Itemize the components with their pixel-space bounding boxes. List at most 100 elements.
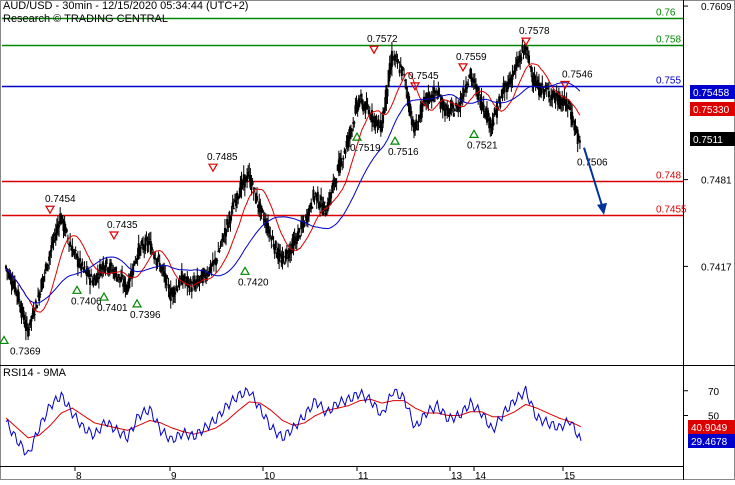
candle-body — [513, 65, 516, 73]
candle-body — [452, 113, 455, 117]
candle-body — [541, 83, 544, 85]
candle-body — [315, 194, 318, 201]
candle-body — [406, 94, 409, 97]
candle-body — [568, 107, 571, 111]
candle-body — [555, 93, 558, 97]
candle-body — [389, 63, 392, 70]
candle-body — [204, 274, 207, 278]
candle-body — [290, 247, 293, 254]
candle-body — [525, 46, 528, 51]
candle-body — [342, 157, 345, 160]
level-label: 0.748 — [656, 171, 681, 182]
candle-body — [136, 254, 139, 260]
time-tick-label: 11 — [358, 471, 369, 480]
candle-body — [48, 256, 51, 261]
candle-body — [251, 181, 254, 185]
candle-body — [222, 241, 225, 243]
candle-body — [112, 269, 115, 271]
candle-body — [12, 281, 15, 287]
candle-body — [143, 247, 146, 250]
candle-body — [278, 249, 281, 262]
candle-body — [191, 282, 194, 284]
candle-body — [9, 275, 12, 280]
candle-body — [93, 277, 96, 280]
candle-body — [563, 95, 566, 104]
candle-body — [421, 103, 424, 105]
candle-body — [253, 187, 256, 189]
candle-body — [417, 121, 420, 123]
candle-body — [394, 55, 397, 61]
candle-body — [137, 243, 140, 254]
candle-body — [388, 63, 391, 79]
candle-body — [532, 79, 535, 85]
candle-body — [220, 239, 223, 241]
forecast-arrow-line — [583, 147, 604, 210]
candle-body — [29, 319, 32, 325]
candle-body — [188, 285, 191, 293]
candle-body — [398, 69, 401, 74]
candle-body — [233, 200, 236, 202]
candle-body — [144, 237, 147, 252]
candle-body — [319, 203, 322, 208]
price-tick-label: 0.7609 — [701, 2, 732, 13]
candle-body — [125, 285, 128, 291]
up-triangle-marker — [131, 298, 143, 308]
candle-body — [510, 77, 513, 84]
candle-body — [238, 194, 241, 199]
candle-body — [572, 118, 575, 120]
candle-body — [543, 90, 546, 95]
candle-body — [539, 84, 542, 97]
candle-body — [408, 101, 411, 116]
slow-ma-line — [5, 82, 581, 304]
candle-body — [259, 203, 262, 213]
annotation-label: 0.7485 — [207, 152, 238, 163]
candle-body — [207, 274, 210, 276]
candle-body — [529, 66, 532, 68]
candle-body — [242, 174, 245, 186]
candle-body — [404, 79, 407, 82]
level-label: 0.7455 — [656, 205, 687, 216]
candle-body — [69, 241, 72, 247]
candle-body — [129, 271, 132, 279]
candle-body — [552, 91, 555, 95]
candle-body — [337, 159, 340, 173]
down-triangle-marker — [409, 82, 421, 92]
candle-body — [322, 202, 325, 215]
candle-body — [44, 264, 47, 271]
candle-body — [283, 263, 286, 265]
candle-body — [39, 293, 42, 296]
candle-body — [479, 96, 482, 108]
candle-body — [97, 277, 100, 280]
candle-body — [249, 174, 252, 188]
candle-body — [303, 222, 306, 227]
candle-body — [379, 120, 382, 132]
price-tick-label: 0.7481 — [701, 176, 732, 187]
candle-body — [123, 279, 126, 285]
candle-body — [50, 245, 53, 252]
candle-body — [531, 75, 534, 83]
candle-body — [187, 277, 190, 281]
candle-body — [186, 277, 189, 287]
candle-body — [179, 277, 182, 279]
candle-body — [376, 121, 379, 127]
candle-body — [35, 305, 38, 309]
candle-body — [334, 179, 337, 184]
candle-body — [463, 91, 466, 93]
candle-body — [364, 102, 367, 114]
candle-body — [374, 116, 377, 128]
slow-ma-value: 0.75458 — [693, 88, 730, 99]
candle-body — [369, 116, 372, 121]
candle-body — [169, 288, 172, 302]
up-triangle-marker — [98, 291, 110, 301]
candle-body — [37, 295, 40, 297]
candle-body — [285, 249, 288, 255]
candle-body — [314, 192, 317, 195]
candle-body — [30, 315, 33, 322]
candle-body — [215, 258, 218, 266]
candle-body — [166, 277, 169, 279]
candle-body — [357, 98, 360, 108]
rsi-tick-label: 70 — [708, 387, 720, 398]
candle-body — [53, 234, 56, 236]
candle-body — [258, 201, 261, 212]
